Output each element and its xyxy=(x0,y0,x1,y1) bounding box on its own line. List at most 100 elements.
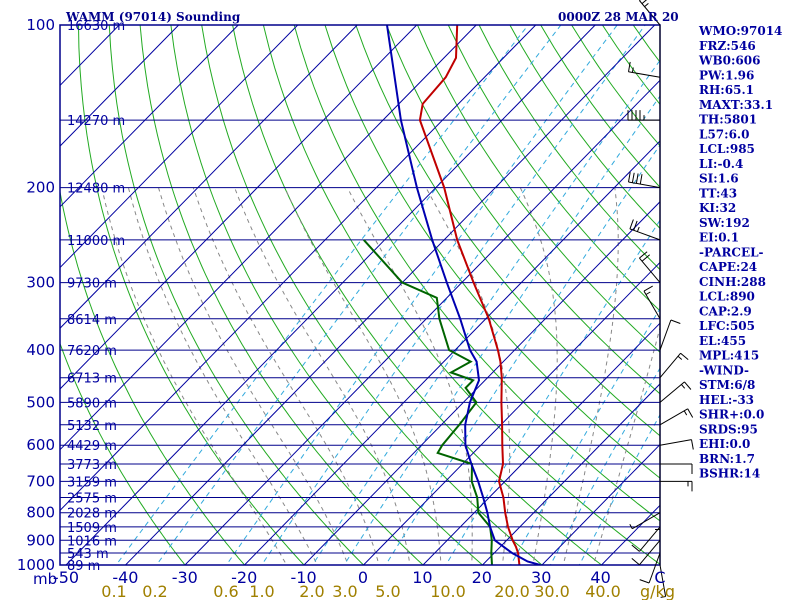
pressure-tick-label: 1000 xyxy=(17,556,55,574)
index-value: SHR+:0.0 xyxy=(699,408,764,422)
isotherm-line xyxy=(125,25,656,565)
mixing-ratio-tick-labels: 0.1 0.2 0.6 1.0 2.0 3.0 5.0 10.0 20.0 30.0 40.0 xyxy=(101,582,621,600)
pressure-tick-label: 700 xyxy=(26,472,55,490)
index-value: BRN:1.7 xyxy=(699,452,755,466)
dry-adiabat-line xyxy=(170,25,484,565)
isotherm-line xyxy=(303,201,660,565)
index-value: SRDS:95 xyxy=(699,422,758,436)
wind-barb-shaft xyxy=(639,0,661,26)
isotherm-line xyxy=(244,140,660,565)
wind-barb-half-flag xyxy=(681,384,686,389)
index-value: EL:455 xyxy=(699,334,746,348)
wind-barb-shaft xyxy=(648,552,661,584)
moist-adiabat-line xyxy=(592,325,660,565)
wind-barb-flag xyxy=(639,251,648,259)
wind-barb-half-flag xyxy=(660,596,666,598)
pressure-tick-labels: 100 200 300 400 500 600 700 800 900 1000 xyxy=(17,16,55,574)
index-value: -WIND- xyxy=(699,363,749,377)
mixing-ratio-line xyxy=(155,25,562,565)
index-value: PW:1.96 xyxy=(699,68,754,82)
temperature-tick-labels: -50 -40 -30 -20 -10 0 10 20 30 40 C xyxy=(53,568,666,587)
temperature-tick-label: C xyxy=(654,568,665,587)
pressure-unit-label: mb xyxy=(33,570,57,588)
mixing-ratio-line xyxy=(343,95,660,565)
wind-barb xyxy=(659,381,692,403)
index-value: CAP:2.9 xyxy=(699,304,752,318)
index-value: HEL:-33 xyxy=(699,393,754,407)
temperature-tick-label: 10 xyxy=(412,568,432,587)
mixing-ratio-tick-label: 40.0 xyxy=(585,582,621,600)
isotherm-line xyxy=(65,25,596,565)
temperature-tick-label: -20 xyxy=(231,568,257,587)
wind-barb-half-flag xyxy=(645,291,651,295)
wind-barb-shaft xyxy=(659,352,681,379)
moist-adiabat-line xyxy=(562,187,619,565)
mixing-ratio-line xyxy=(445,219,660,565)
height-label: 3159 m xyxy=(67,475,117,490)
mixing-ratio-tick-label: 30.0 xyxy=(534,582,570,600)
chart-datetime: 0000Z 28 MAR 20 xyxy=(558,10,679,24)
height-label: 14270 m xyxy=(67,114,125,129)
pressure-tick-label: 100 xyxy=(26,16,55,34)
height-label: 2575 m xyxy=(67,492,117,507)
wind-barb-flag xyxy=(684,381,692,390)
temperature-tick-label: 30 xyxy=(531,568,551,587)
dry-adiabat-line xyxy=(201,25,543,565)
index-value: EHI:0.0 xyxy=(699,437,750,451)
isotherm-line xyxy=(60,25,299,269)
wind-barb-flag xyxy=(633,220,638,231)
wind-barb-shaft xyxy=(628,71,661,78)
height-label: 4429 m xyxy=(67,439,117,454)
mixing-ratio-line xyxy=(510,307,660,565)
wind-barb-shaft xyxy=(632,512,661,530)
mixing-ratio-line xyxy=(115,25,529,565)
wind-barb-flag xyxy=(670,319,681,324)
height-label: 12480 m xyxy=(67,182,125,197)
wind-barb xyxy=(660,463,693,474)
dry-adiabat-line xyxy=(417,25,660,353)
wind-barb-flag xyxy=(628,61,631,72)
wind-barb-shaft xyxy=(628,181,661,189)
wind-barb xyxy=(628,172,661,189)
mixing-ratio-tick-label: 0.6 xyxy=(213,582,238,600)
wind-barb-shaft xyxy=(639,539,661,566)
wind-barb-shaft xyxy=(659,319,672,351)
height-label: 543 m xyxy=(67,547,109,562)
isotherm-line xyxy=(60,25,358,329)
temperature-tick-label: -30 xyxy=(172,568,198,587)
index-value: MPL:415 xyxy=(699,349,759,363)
height-labels: 16630 m 14270 m 12480 m 11000 m 9730 m 8614 m… xyxy=(67,19,125,574)
height-label: 11000 m xyxy=(67,234,125,249)
wind-barb-flag xyxy=(639,579,650,584)
index-value: KI:32 xyxy=(699,201,736,215)
moist-adiabat-line xyxy=(346,187,473,565)
temperature-tick-label: -10 xyxy=(291,568,317,587)
index-value: TT:43 xyxy=(699,186,737,200)
dry-adiabat-line xyxy=(447,25,660,312)
moist-adiabat-line xyxy=(192,187,380,565)
wind-barb xyxy=(639,552,661,584)
index-value: CAPE:24 xyxy=(699,260,757,274)
wind-barb-flag xyxy=(680,352,689,360)
pressure-tick-label: 400 xyxy=(26,341,55,359)
wind-barb-flag xyxy=(628,172,631,183)
index-value: STM:6/8 xyxy=(699,378,755,392)
pressure-tick-label: 200 xyxy=(26,179,55,197)
temperature-line xyxy=(418,25,521,565)
index-value: CINH:288 xyxy=(699,275,766,289)
index-value: WMO:97014 xyxy=(698,24,782,38)
index-value: BSHR:14 xyxy=(699,467,760,481)
wind-barb-flag xyxy=(641,254,651,262)
pressure-tick-label: 900 xyxy=(26,531,55,549)
height-label: 1016 m xyxy=(67,534,117,549)
height-label: 89 m xyxy=(67,559,100,574)
dry-adiabat-line xyxy=(60,189,246,565)
dry-adiabat-line xyxy=(139,25,424,565)
wind-barb-flag xyxy=(631,544,640,552)
moist-adiabat-line xyxy=(101,187,288,565)
chart-title: WAMM (97014) Sounding xyxy=(65,10,241,24)
wind-barb xyxy=(659,439,694,450)
isotherms xyxy=(60,25,660,565)
height-label: 6713 m xyxy=(67,372,117,387)
wind-barb xyxy=(631,539,661,566)
